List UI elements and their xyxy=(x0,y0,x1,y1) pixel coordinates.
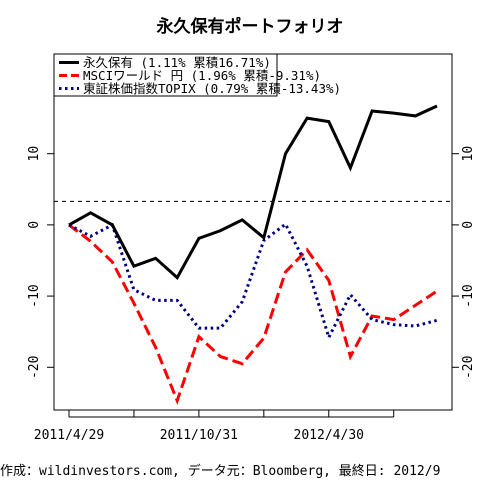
legend-box xyxy=(53,53,278,97)
y-tick-label-right: 0 xyxy=(461,221,476,229)
x-tick-label: 2011/4/29 xyxy=(34,428,104,443)
x-tick-label: 2012/4/30 xyxy=(294,428,364,443)
series-line-2 xyxy=(68,223,438,406)
y-tick-label-left: -10 xyxy=(27,284,42,307)
series-layer xyxy=(68,104,438,406)
y-tick-label-right: -10 xyxy=(461,284,476,307)
chart-title: 永久保有ポートフォリオ xyxy=(156,16,344,37)
y-tick-label-left: 10 xyxy=(27,146,42,162)
y-tick-label-right: 10 xyxy=(461,146,476,162)
plot-area xyxy=(53,53,453,411)
y-tick-label-left: 0 xyxy=(27,221,42,229)
y-tick-label-right: -20 xyxy=(461,356,476,379)
series-line-3 xyxy=(68,221,438,342)
series-line-1 xyxy=(68,104,438,280)
legend-label-3: 東証株価指数TOPIX (0.79% 累積-13.43%) xyxy=(83,81,341,96)
y-tick-label-left: -20 xyxy=(27,356,42,379)
x-tick-label: 2011/10/31 xyxy=(160,428,238,443)
legend-label-2: MSCIワールド 円 (1.96% 累積-9.31%) xyxy=(83,68,321,83)
footer-credit: 作成：wildinvestors.com, データ元：Bloomberg, 最終… xyxy=(0,463,440,479)
legend: 永久保有 (1.11% 累積16.71%) MSCIワールド 円 (1.96% … xyxy=(53,53,341,97)
axis-layer: -20 -20 -10 -10 0 0 10 10 2011/4/29 2011/10/31 201… xyxy=(27,146,476,443)
legend-label-1: 永久保有 (1.11% 累積16.71%) xyxy=(83,55,271,70)
